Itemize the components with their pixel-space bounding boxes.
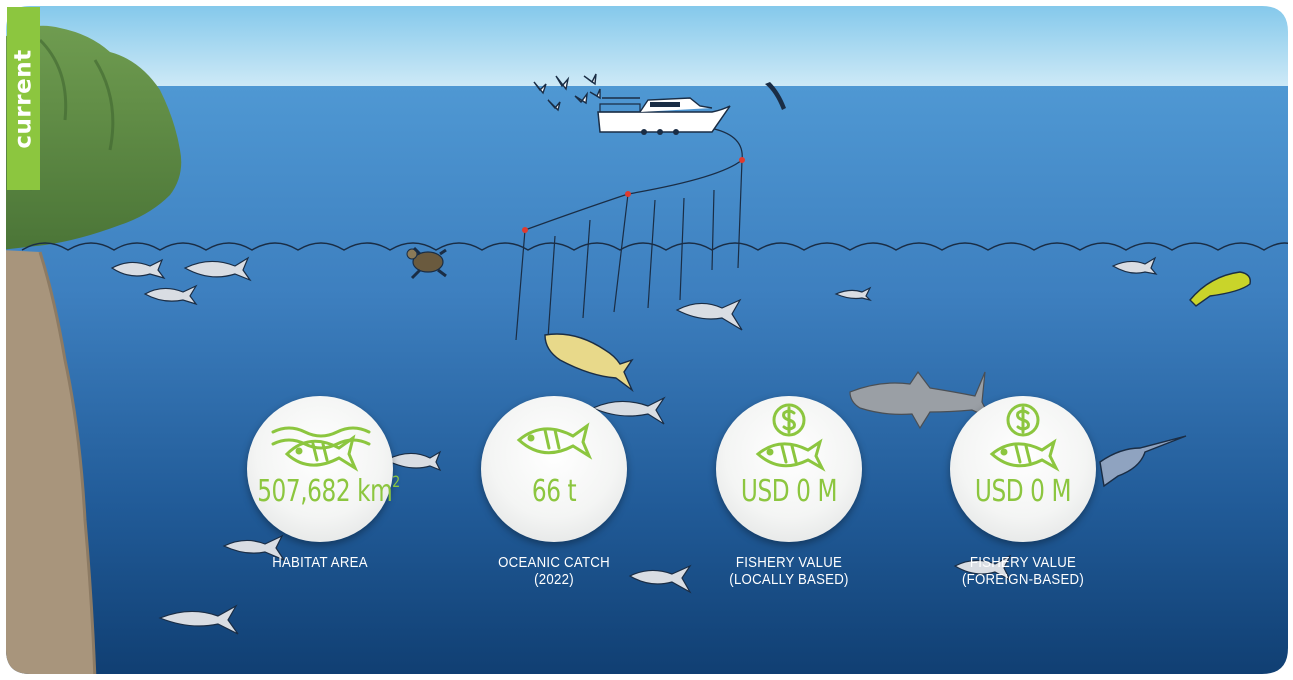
stat-circle: USD 0 M <box>950 396 1096 542</box>
shark <box>849 370 992 430</box>
hill <box>6 25 182 250</box>
stat-value: USD 0 M <box>974 474 1072 509</box>
stat-caption: FISHERY VALUE (FOREIGN-BASED) <box>961 554 1085 588</box>
swordfish <box>1099 435 1187 488</box>
stat-circle: 507,682 km2 <box>247 396 400 542</box>
longline <box>515 127 743 341</box>
leaping-marlin <box>765 82 786 110</box>
yellowfin-tuna <box>544 333 634 393</box>
stat-circle: 66 t <box>481 396 627 542</box>
wave-line <box>21 242 1288 251</box>
stat-caption: FISHERY VALUE (LOCALLY BASED) <box>729 554 849 588</box>
mahi-mahi <box>1189 271 1251 307</box>
stat-circle: USD 0 M <box>716 396 862 542</box>
fish-icon <box>516 422 593 460</box>
sea-turtle <box>406 246 447 280</box>
stat-caption: HABITAT AREA <box>272 554 368 571</box>
fishing-boat <box>597 97 731 135</box>
current-tag: current <box>7 7 40 190</box>
fish-waves-icon <box>271 426 371 472</box>
stat-value: 507,682 km2 <box>257 472 400 509</box>
stat-caption: OCEANIC CATCH (2022) <box>498 554 610 588</box>
seabirds <box>533 73 601 112</box>
dollar-fish-icon <box>989 403 1060 472</box>
tuna-fish <box>110 256 1158 635</box>
dollar-fish-icon <box>755 403 826 472</box>
stat-value: 66 t <box>531 474 577 509</box>
cliff <box>6 250 95 674</box>
stat-value: USD 0 M <box>740 474 838 509</box>
current-tag-label: current <box>10 48 37 149</box>
